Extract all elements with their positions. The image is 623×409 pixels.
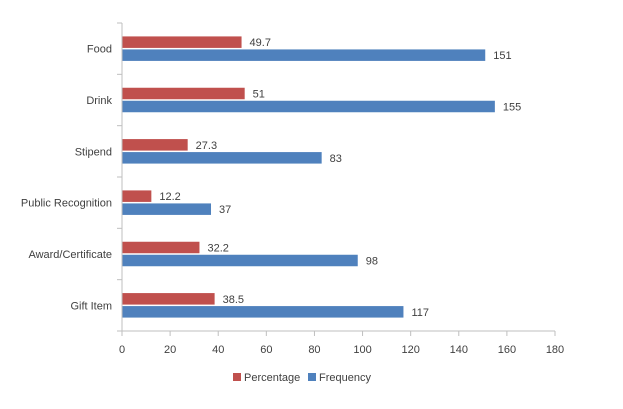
bar-percentage <box>122 293 215 305</box>
data-label: 51 <box>253 89 265 101</box>
x-tick-label: 60 <box>260 344 272 356</box>
x-tick-label: 180 <box>546 344 564 356</box>
bar-frequency <box>122 254 358 267</box>
category-label: Public Recognition <box>21 198 112 210</box>
category-label: Gift Item <box>70 300 112 312</box>
category-label: Award/Certificate <box>28 249 112 261</box>
legend-label: Frequency <box>319 372 371 384</box>
bar-percentage <box>122 190 152 202</box>
plot-area: 0 20 40 60 80 100 120 140 160 180 Food 49.7 151 Drink… <box>21 22 564 356</box>
bar-percentage <box>122 139 188 151</box>
x-tick-label: 100 <box>353 344 371 356</box>
x-tick-label: 140 <box>450 344 468 356</box>
bar-frequency <box>122 306 404 318</box>
legend-swatch-frequency <box>308 373 316 381</box>
bar-frequency <box>122 100 495 113</box>
x-tick-label: 20 <box>164 344 176 356</box>
bar-frequency <box>122 49 486 61</box>
data-label: 98 <box>366 256 378 268</box>
data-label: 37 <box>219 204 231 216</box>
data-label: 32.2 <box>207 243 228 255</box>
data-label: 117 <box>411 307 429 319</box>
x-tick-label: 80 <box>308 344 320 356</box>
data-label: 151 <box>493 50 511 62</box>
x-tick-label: 160 <box>498 344 516 356</box>
bar-percentage <box>122 87 245 100</box>
category-label: Food <box>87 44 112 56</box>
x-tick-label: 40 <box>212 344 224 356</box>
bar-frequency <box>122 203 212 215</box>
legend: Percentage Frequency <box>233 372 371 384</box>
category-label: Drink <box>86 95 112 107</box>
data-label: 83 <box>330 153 342 165</box>
category-label: Stipend <box>75 146 112 158</box>
bar-percentage <box>122 241 200 254</box>
data-label: 49.7 <box>250 37 271 49</box>
data-label: 12.2 <box>159 191 180 203</box>
legend-label: Percentage <box>244 372 300 384</box>
bar-percentage <box>122 36 242 48</box>
data-label: 155 <box>503 102 521 114</box>
x-tick-label: 0 <box>119 344 125 356</box>
x-tick-label: 120 <box>401 344 419 356</box>
data-label: 27.3 <box>196 140 217 152</box>
legend-swatch-percentage <box>233 373 241 381</box>
data-label: 38.5 <box>223 294 244 306</box>
bar-frequency <box>122 152 322 164</box>
